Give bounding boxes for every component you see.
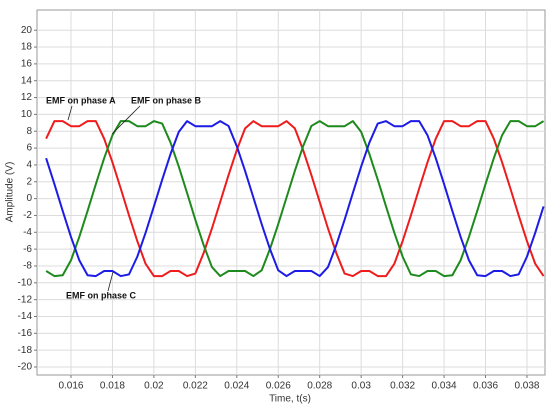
x-tick-label: 0.034 <box>432 381 457 392</box>
y-axis-label: Amplitude (V) <box>5 162 16 223</box>
y-tick-label: 16 <box>21 59 33 70</box>
x-tick-label: 0.02 <box>144 381 164 392</box>
x-tick-label: 0.028 <box>307 381 332 392</box>
x-tick-label: 0.026 <box>266 381 291 392</box>
series-line <box>45 120 545 278</box>
plot-area <box>36 9 546 376</box>
x-tick-label: 0.03 <box>351 381 371 392</box>
series-line <box>45 120 545 278</box>
y-tick-label: -8 <box>23 261 32 272</box>
annotation-leader <box>67 105 73 121</box>
x-tick-label: 0.024 <box>224 381 249 392</box>
annotation: EMF on phase A <box>46 95 116 105</box>
x-tick-label: 0.038 <box>514 381 539 392</box>
series-group <box>45 120 545 278</box>
y-tick-label: 2 <box>26 176 32 187</box>
y-tick-label: 18 <box>21 42 33 53</box>
series-line <box>45 120 545 278</box>
y-tick-label: -2 <box>23 210 32 221</box>
y-tick-label: -4 <box>23 227 32 238</box>
annotation-leader <box>107 271 114 292</box>
y-tick-label: 20 <box>21 25 33 36</box>
y-tick-label: -12 <box>18 294 33 305</box>
y-tick-label: 0 <box>26 193 32 204</box>
annotation: EMF on phase C <box>66 290 137 300</box>
y-tick-label: -20 <box>18 362 33 373</box>
x-tick-label: 0.036 <box>473 381 498 392</box>
y-tick-label: -18 <box>18 345 33 356</box>
y-tick-label: -14 <box>18 311 33 322</box>
y-tick-label: 14 <box>21 75 33 86</box>
y-tick-label: 10 <box>21 109 33 120</box>
y-tick-label: 8 <box>26 126 32 137</box>
y-tick-label: 12 <box>21 92 33 103</box>
x-tick-label: 0.016 <box>58 381 83 392</box>
x-tick-label: 0.018 <box>100 381 125 392</box>
y-tick-label: -6 <box>23 244 32 255</box>
x-axis-label: Time, t(s) <box>269 394 311 405</box>
y-tick-label: -10 <box>18 277 33 288</box>
x-tick-label: 0.022 <box>183 381 208 392</box>
y-tick-label: -16 <box>18 328 33 339</box>
y-tick-label: 6 <box>26 143 32 154</box>
x-tick-label: 0.032 <box>390 381 415 392</box>
annotation-leader <box>111 105 141 135</box>
annotation: EMF on phase B <box>131 95 202 105</box>
y-tick-label: 4 <box>26 160 32 171</box>
